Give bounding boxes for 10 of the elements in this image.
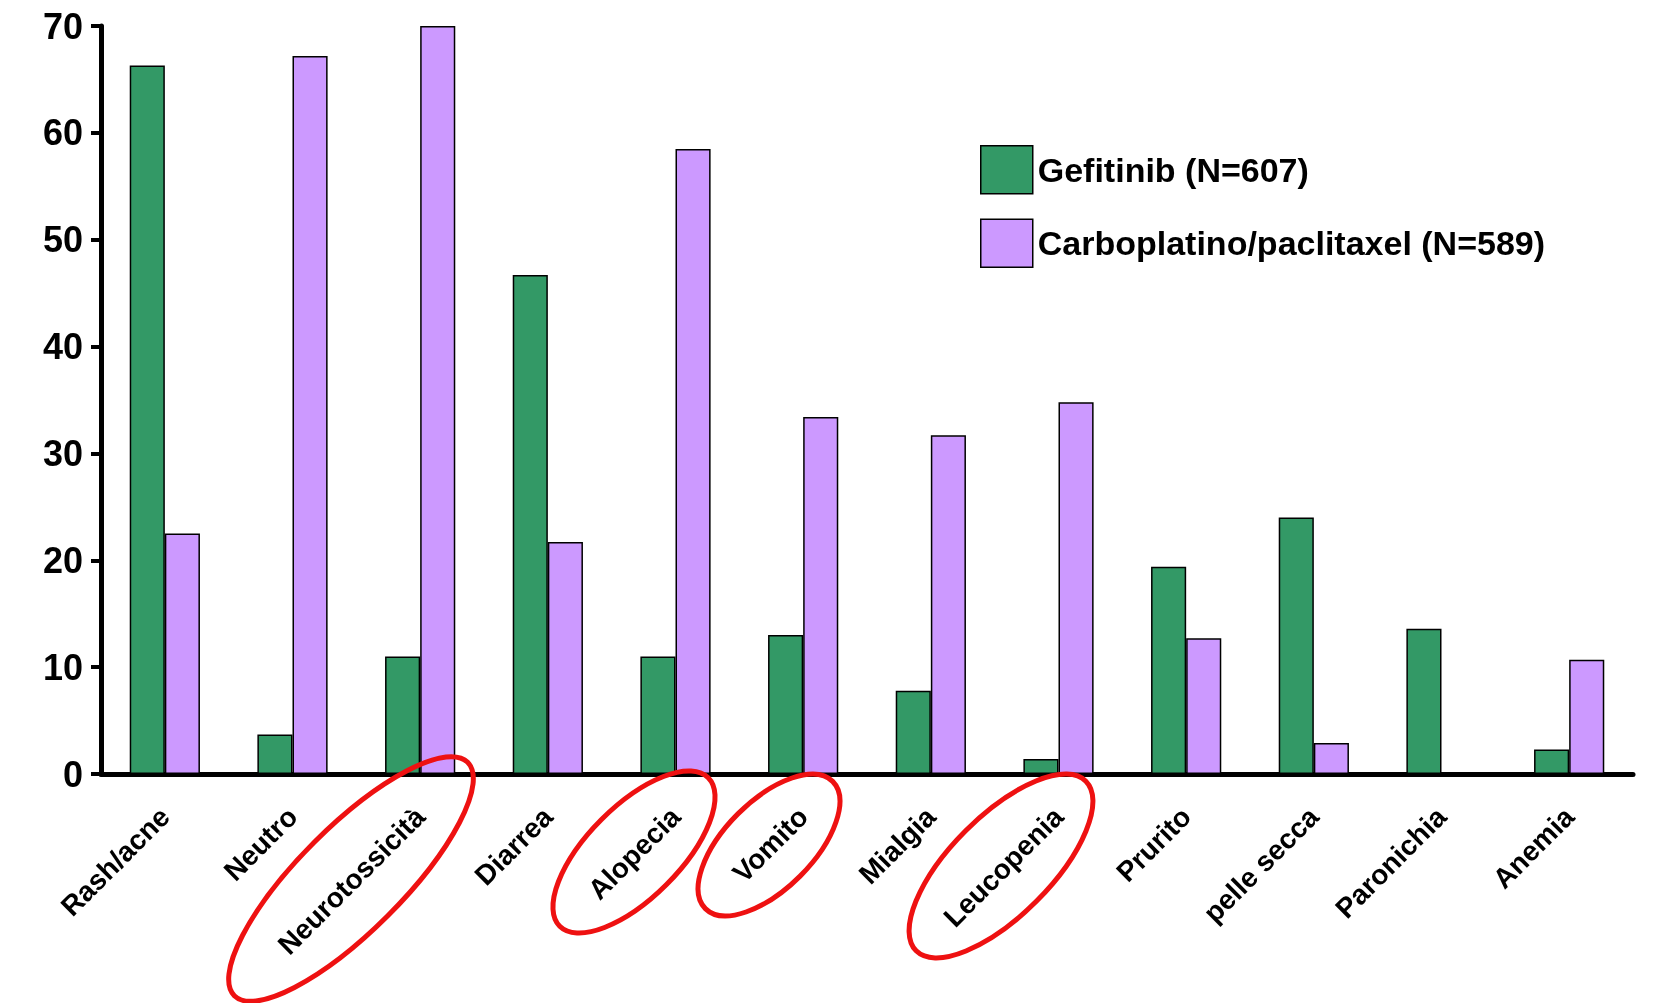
y-tick-label: 20: [42, 539, 83, 581]
legend-label: Carboplatino/paclitaxel (N=589): [1037, 224, 1546, 263]
y-tick-label: 70: [42, 5, 83, 47]
y-tick-label: 10: [42, 646, 83, 688]
y-tick-label: 30: [42, 432, 83, 474]
legend-label: Gefitinib (N=607): [1037, 150, 1309, 189]
y-tick-label: 50: [42, 219, 83, 261]
y-tick-label: 0: [62, 753, 83, 795]
y-tick-label: 40: [42, 326, 83, 368]
y-tick-label: 60: [42, 112, 83, 154]
